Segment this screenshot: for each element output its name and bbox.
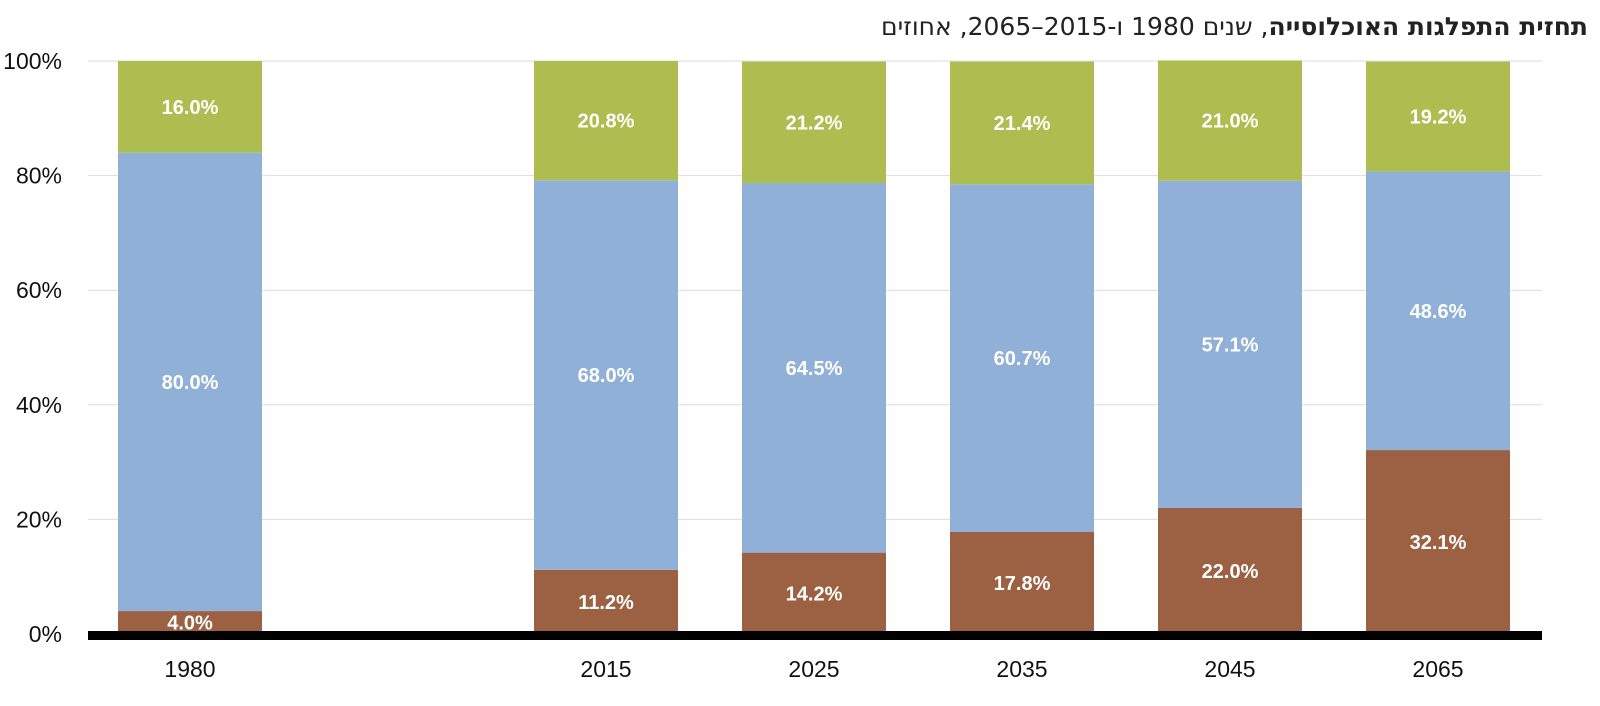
data-label: 21.0%	[1202, 111, 1259, 133]
bar-segment	[950, 61, 1094, 185]
bar-segment	[1366, 450, 1510, 634]
bar-segment	[742, 552, 886, 634]
bar-segment	[118, 152, 262, 612]
bar-segment	[118, 61, 262, 153]
data-label: 21.2%	[786, 112, 843, 134]
chart-title-rest: , שנים 1980 ו-2015–2065, אחוזים	[881, 12, 1269, 41]
y-tick-label: 0%	[29, 621, 62, 647]
x-category-label: 2035	[996, 656, 1047, 682]
data-label: 32.1%	[1410, 532, 1467, 554]
data-label: 48.6%	[1410, 301, 1467, 323]
bar-segment	[1366, 61, 1510, 172]
bar-segment	[1366, 171, 1510, 451]
data-label: 64.5%	[786, 358, 843, 380]
data-label: 4.0%	[167, 613, 213, 635]
chart-title-bold: תחזית התפלגות האוכלוסייה	[1268, 12, 1588, 41]
data-label: 22.0%	[1202, 561, 1259, 583]
x-category-label: 2065	[1412, 656, 1463, 682]
x-category-label: 2045	[1204, 656, 1255, 682]
x-category-label: 2025	[788, 656, 839, 682]
bar-segment	[118, 611, 262, 634]
y-tick-label: 40%	[16, 392, 62, 418]
bar-segment	[534, 180, 678, 570]
bar-segment	[742, 183, 886, 553]
data-label: 68.0%	[578, 365, 635, 387]
data-label: 17.8%	[994, 573, 1051, 595]
y-tick-label: 20%	[16, 506, 62, 532]
bar-segment	[742, 61, 886, 184]
bar-segment	[1158, 60, 1302, 181]
bar-segment	[1158, 507, 1302, 634]
x-category-label: 2015	[580, 656, 631, 682]
bar-segment	[950, 532, 1094, 634]
data-label: 60.7%	[994, 348, 1051, 370]
y-tick-label: 60%	[16, 277, 62, 303]
data-label: 20.8%	[578, 111, 635, 133]
chart-title: תחזית התפלגות האוכלוסייה, שנים 1980 ו-20…	[881, 12, 1588, 41]
y-tick-label: 80%	[16, 163, 62, 189]
x-axis-baseline	[88, 631, 1542, 640]
bar-segment	[534, 569, 678, 634]
data-label: 16.0%	[162, 97, 219, 119]
data-label: 14.2%	[786, 583, 843, 605]
bar-segment	[1158, 180, 1302, 508]
bar-segment	[534, 61, 678, 181]
bar-segment	[950, 184, 1094, 533]
data-label: 57.1%	[1202, 334, 1259, 356]
data-label: 11.2%	[578, 592, 634, 614]
data-label: 19.2%	[1410, 107, 1467, 129]
data-label: 80.0%	[162, 372, 219, 394]
x-category-label: 1980	[164, 656, 215, 682]
y-tick-label: 100%	[3, 48, 62, 74]
data-label: 21.4%	[994, 113, 1051, 135]
